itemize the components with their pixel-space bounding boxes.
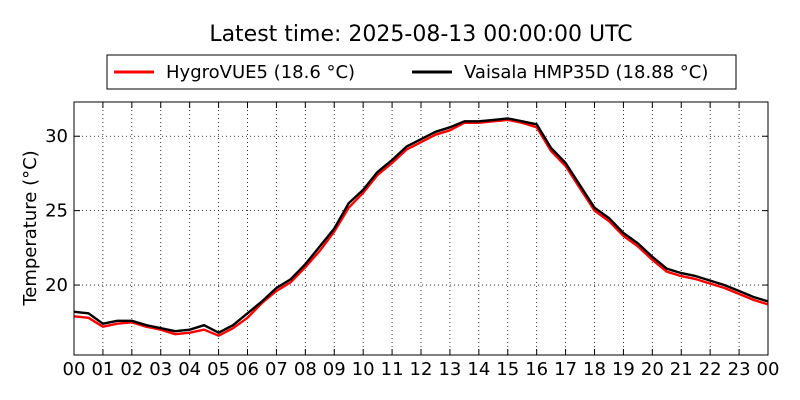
- x-tick-label: 06: [236, 359, 259, 380]
- x-tick-label: 14: [467, 359, 490, 380]
- x-tick-label: 11: [381, 359, 404, 380]
- series-line-vaisala: [73, 117, 769, 334]
- x-tick-label: 09: [323, 359, 346, 380]
- x-tick-label: 23: [728, 359, 751, 380]
- x-tick-label: 13: [438, 359, 461, 380]
- x-tick-label: 04: [178, 359, 201, 380]
- x-tick-label: 01: [91, 359, 114, 380]
- x-tick-label: 05: [207, 359, 230, 380]
- x-tick-label: 07: [265, 359, 288, 380]
- x-tick-label: 08: [294, 359, 317, 380]
- legend: HygroVUE5 (18.6 °C) Vaisala HMP35D (18.8…: [106, 54, 737, 90]
- x-tick-label: 10: [352, 359, 375, 380]
- y-tick-label: 25: [45, 201, 68, 222]
- x-tick-label: 00: [63, 359, 86, 380]
- x-tick-label: 16: [525, 359, 548, 380]
- x-tick-label: 12: [410, 359, 433, 380]
- x-tick-label: 19: [612, 359, 635, 380]
- x-tick-label: 18: [583, 359, 606, 380]
- x-tick-label: 20: [641, 359, 664, 380]
- x-tick-label: 02: [120, 359, 143, 380]
- x-tick-label: 21: [670, 359, 693, 380]
- x-tick-label: 17: [554, 359, 577, 380]
- chart-title: Latest time: 2025-08-13 00:00:00 UTC: [209, 22, 632, 47]
- legend-label-hygrovue: HygroVUE5 (18.6 °C): [166, 62, 355, 83]
- x-tick-label: 15: [496, 359, 519, 380]
- x-tick-label: 03: [149, 359, 172, 380]
- y-axis-label: Temperature (°C): [20, 150, 41, 306]
- x-tick-label: 22: [699, 359, 722, 380]
- x-tick-label: 00: [757, 359, 780, 380]
- legend-label-vaisala: Vaisala HMP35D (18.88 °C): [464, 62, 708, 83]
- series-lines: [73, 117, 769, 337]
- y-tick-label: 20: [45, 275, 68, 296]
- y-tick-label: 30: [45, 126, 68, 147]
- axis-ticks: 00 01 02 03 04 05 06 07 08 09 10 11 12 13 14 15 16 17 18 19…: [45, 102, 779, 380]
- series-line-hygrovue: [73, 118, 769, 337]
